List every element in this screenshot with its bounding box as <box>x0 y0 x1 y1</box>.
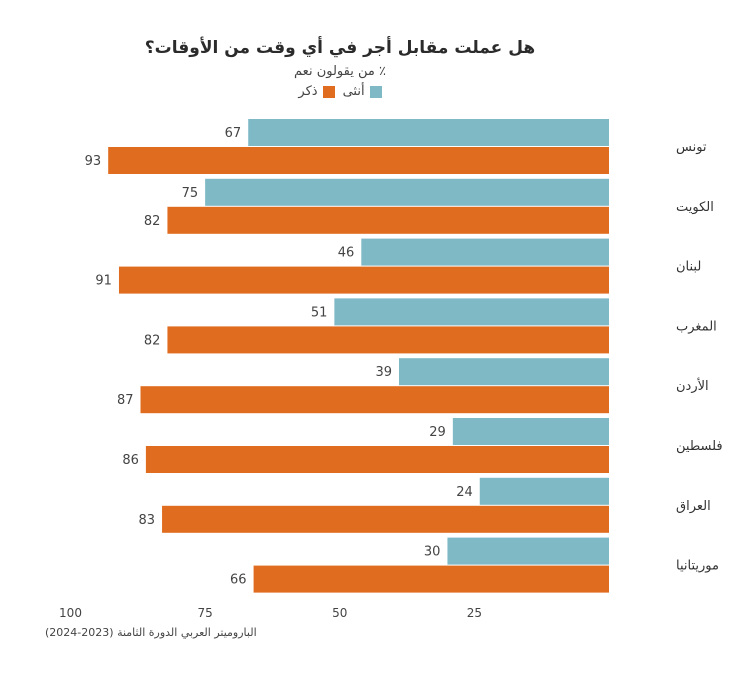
bar-value-label: 24 <box>456 485 473 500</box>
x-tick-label: 75 <box>197 606 212 620</box>
bar-female <box>361 238 609 266</box>
bar-female <box>479 477 609 505</box>
legend-swatch-male <box>322 85 335 98</box>
bar-value-label: 83 <box>138 513 155 528</box>
bar-value-label: 39 <box>375 365 392 380</box>
bar-male <box>167 206 609 234</box>
bar-value-label: 91 <box>95 274 112 289</box>
category-label: المغرب <box>676 319 717 334</box>
bar-female <box>334 298 609 326</box>
category-label: موريتانيا <box>676 559 719 574</box>
chart-title: هل عملت مقابل أجر في أي وقت من الأوقات؟ <box>144 38 536 58</box>
legend-item-male: ذكر <box>298 84 335 99</box>
bar-value-label: 29 <box>429 425 446 440</box>
bar-value-label: 46 <box>338 246 355 261</box>
bar-value-label: 82 <box>144 333 161 348</box>
legend-label-female: أنثى <box>342 84 365 99</box>
bar-male <box>167 326 609 354</box>
x-tick-label: 25 <box>467 606 482 620</box>
chart-legend: أنثى ذكر <box>0 84 680 99</box>
category-label: فلسطين <box>676 439 723 454</box>
bar-value-label: 66 <box>230 573 247 588</box>
bar-male <box>140 386 609 414</box>
legend-label-male: ذكر <box>298 84 318 99</box>
category-label: الكويت <box>676 200 714 215</box>
category-label: الأردن <box>676 377 709 394</box>
bar-value-label: 51 <box>311 305 328 320</box>
category-label: لبنان <box>676 260 701 275</box>
x-tick-label: 100 <box>59 606 82 620</box>
bar-value-label: 30 <box>424 545 441 560</box>
bar-male <box>118 266 609 294</box>
bar-value-label: 82 <box>144 214 161 229</box>
category-label: تونس <box>676 140 707 155</box>
bar-female <box>248 119 609 146</box>
bar-male <box>145 446 609 473</box>
legend-swatch-female <box>369 85 382 98</box>
bar-male <box>253 565 609 593</box>
bar-value-label: 87 <box>117 393 134 408</box>
bar-value-label: 75 <box>182 186 199 201</box>
bar-value-label: 86 <box>122 453 139 468</box>
bar-female <box>205 178 609 206</box>
bar-value-label: 67 <box>225 126 242 141</box>
bar-value-label: 93 <box>85 154 102 169</box>
bar-male <box>108 147 609 174</box>
chart-subtitle: ٪ من يقولون نعم <box>294 64 386 79</box>
x-tick-label: 50 <box>332 606 347 620</box>
bar-female <box>398 358 609 386</box>
bar-female <box>452 418 609 445</box>
legend-item-female: أنثى <box>343 84 382 99</box>
category-label: العراق <box>676 499 711 514</box>
bar-male <box>162 505 610 533</box>
source-note: الباروميتر العربي الدورة الثامنة (2023-2… <box>45 626 257 639</box>
bar-female <box>447 537 609 565</box>
